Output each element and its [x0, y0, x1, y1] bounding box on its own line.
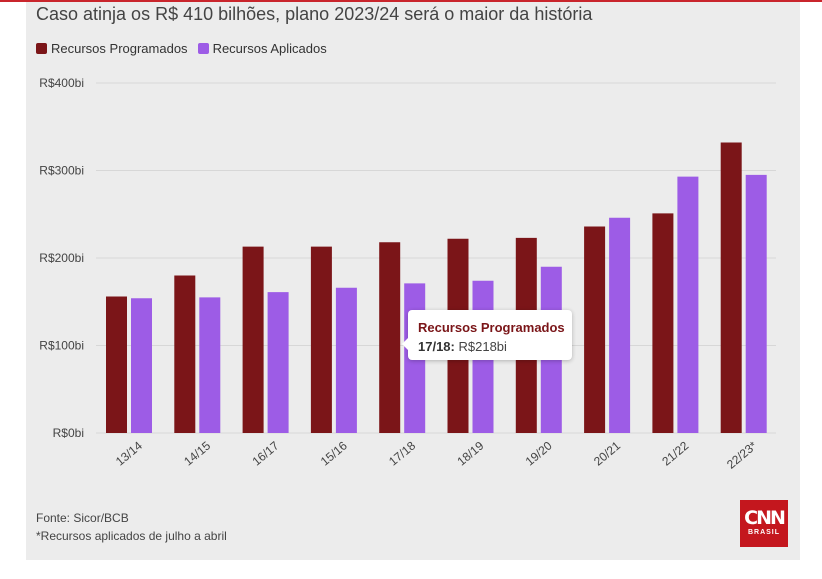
- logo-sub: BRASIL: [747, 529, 781, 536]
- bar-programados: [310, 246, 332, 433]
- logo-mark: CNN: [744, 507, 786, 529]
- x-tick-label: 20/21: [591, 438, 623, 468]
- bar-programados: [720, 142, 742, 433]
- y-tick-label: R$0bi: [53, 426, 84, 440]
- x-tick-label: 13/14: [113, 438, 145, 468]
- tooltip-series: Recursos Programados: [418, 320, 565, 335]
- source-note: Fonte: Sicor/BCB *Recursos aplicados de …: [36, 509, 227, 545]
- bar-aplicados: [267, 292, 289, 433]
- bar-programados: [652, 213, 674, 433]
- cnn-brasil-logo: CNN BRASIL: [740, 500, 788, 547]
- x-tick-label: 14/15: [181, 438, 213, 468]
- bar-programados: [379, 242, 401, 433]
- x-tick-label: 17/18: [386, 438, 418, 468]
- x-tick-label: 16/17: [250, 438, 282, 468]
- bar-aplicados: [609, 217, 631, 433]
- y-tick-label: R$200bi: [39, 251, 84, 265]
- x-tick-label: 18/19: [454, 438, 486, 468]
- bar-programados: [174, 275, 196, 433]
- legend-swatch-aplicados: [197, 43, 209, 54]
- legend-swatch-programados: [36, 43, 47, 54]
- x-tick-label: 15/16: [318, 438, 350, 468]
- legend-label-aplicados: Recursos Aplicados: [212, 41, 327, 56]
- bar-aplicados: [131, 298, 152, 433]
- tooltip-category: 17/18:: [418, 339, 455, 354]
- y-tick-label: R$400bi: [39, 76, 84, 90]
- bar-aplicados: [745, 174, 767, 433]
- bar-programados: [242, 246, 264, 433]
- chart-title: Caso atinja os R$ 410 bilhões, plano 202…: [36, 4, 593, 24]
- legend-item-programados[interactable]: Recursos Programados: [36, 41, 188, 56]
- top-rule: [0, 0, 822, 2]
- x-tick-label: 19/20: [523, 438, 555, 468]
- bar-programados: [584, 226, 606, 433]
- y-tick-label: R$300bi: [39, 164, 84, 178]
- legend-label-programados: Recursos Programados: [51, 41, 188, 56]
- x-tick-label: 22/23*: [724, 438, 760, 471]
- tooltip: Recursos Programados 17/18: R$218bi: [402, 310, 572, 360]
- legend-item-aplicados[interactable]: Recursos Aplicados: [197, 41, 327, 56]
- bar-programados: [106, 296, 127, 433]
- footnote-line: *Recursos aplicados de julho a abril: [36, 529, 227, 543]
- legend: Recursos Programados Recursos Aplicados: [36, 41, 327, 56]
- tooltip-value: R$218bi: [458, 339, 507, 354]
- x-tick-label: 21/22: [659, 438, 691, 468]
- bar-aplicados: [677, 176, 699, 433]
- bar-aplicados: [335, 287, 357, 433]
- bar-aplicados: [199, 297, 221, 433]
- tooltip-line: 17/18: R$218bi: [418, 337, 562, 356]
- y-tick-label: R$100bi: [39, 339, 84, 353]
- source-line: Fonte: Sicor/BCB: [36, 511, 129, 525]
